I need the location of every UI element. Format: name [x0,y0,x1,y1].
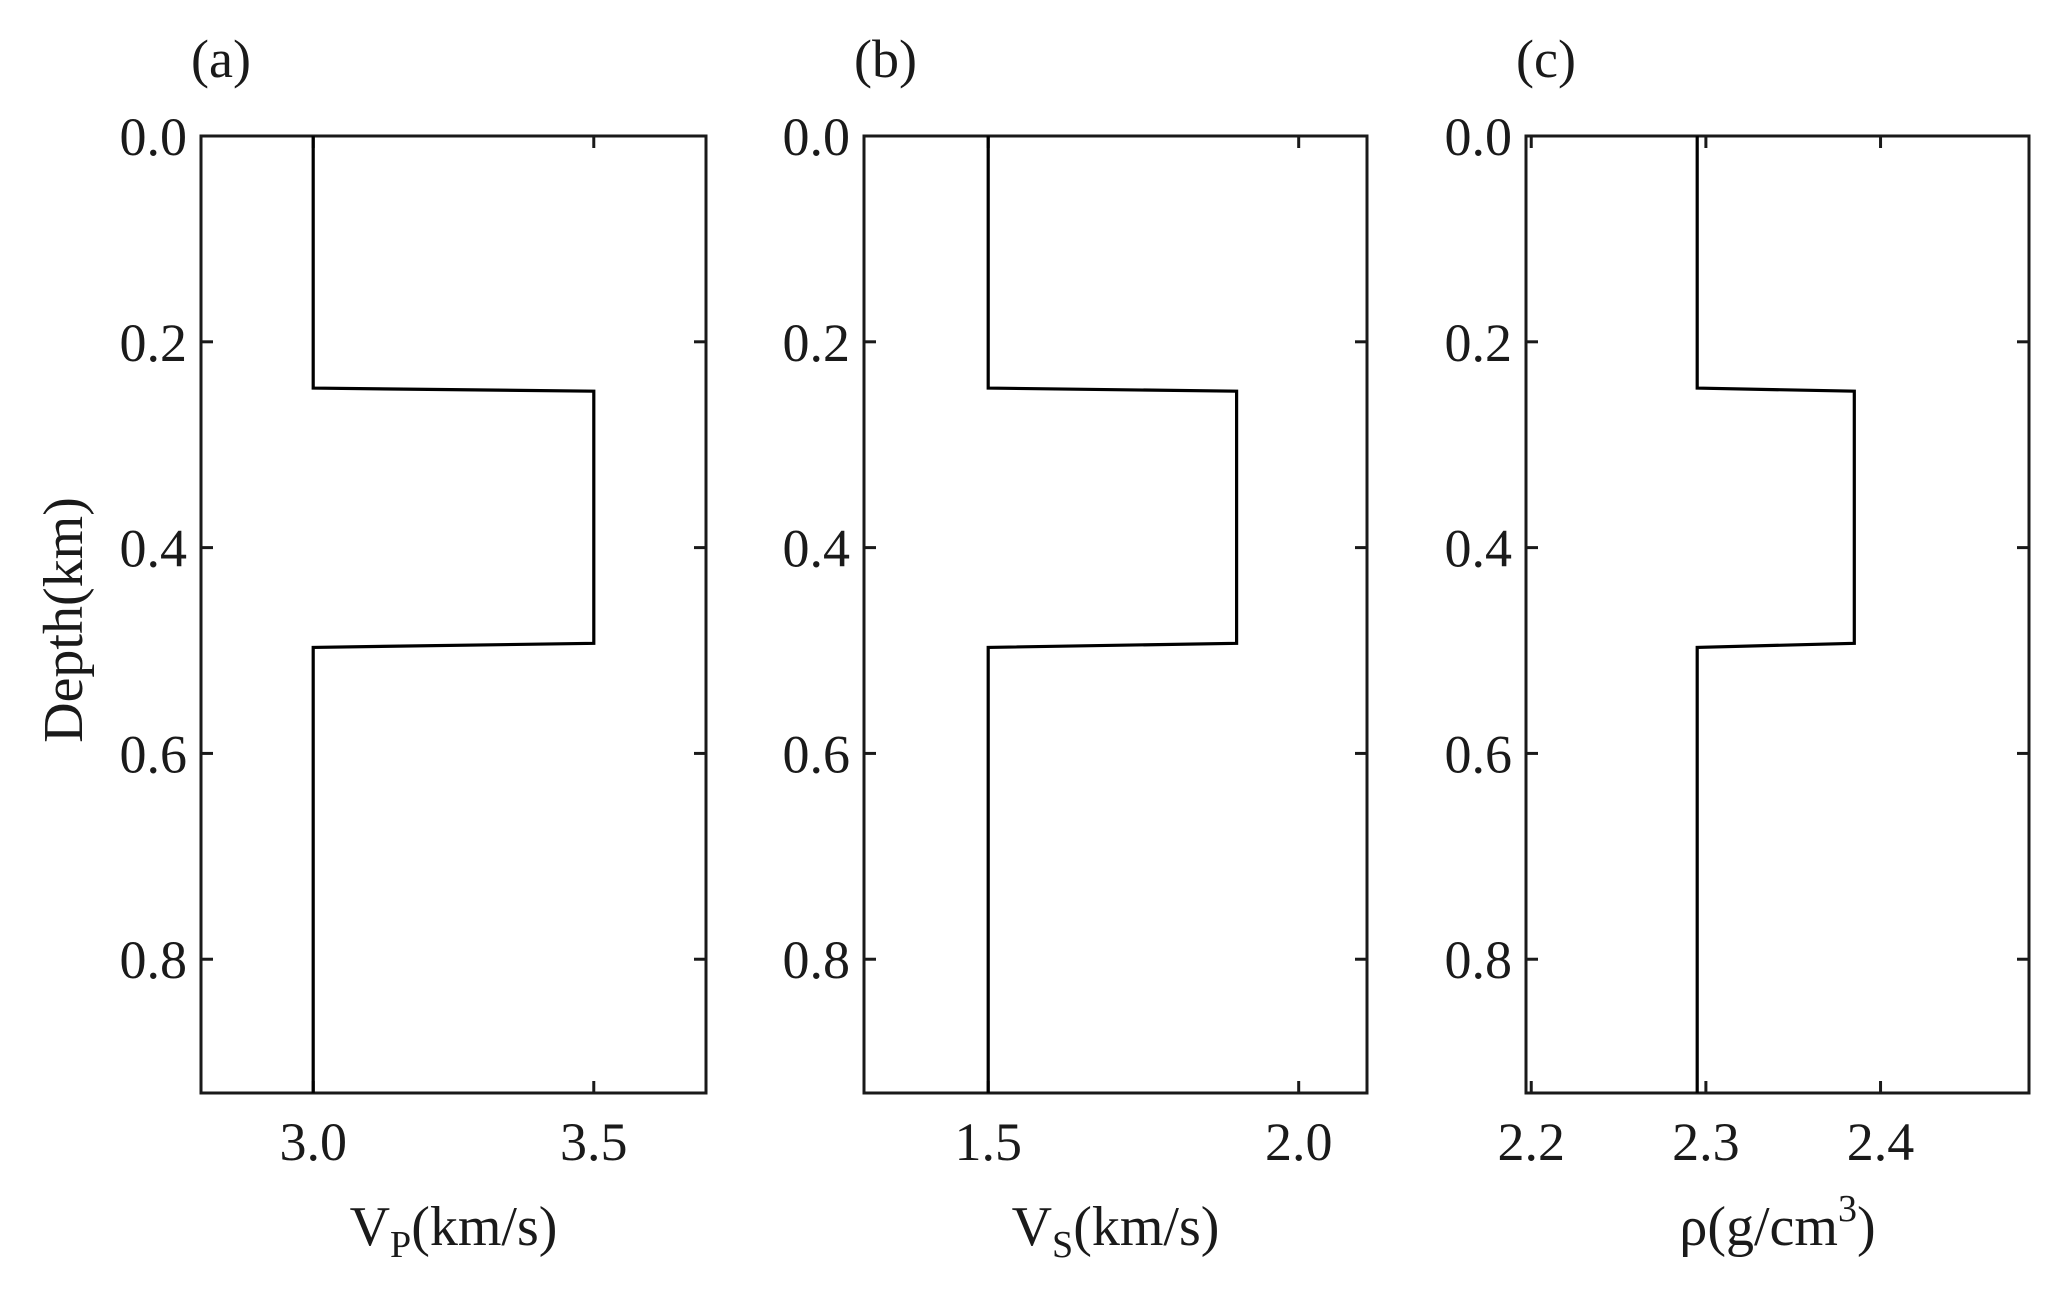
x-tick-label: 2.0 [1265,1112,1333,1172]
x-tick-label: 3.0 [279,1112,347,1172]
y-tick-label: 0.2 [783,313,851,373]
x-axis-label: VP(km/s) [350,1196,558,1266]
panel-b: (b)0.0 0.2 0.4 0.6 0.8 1.5 2.0 VS(km/s) [783,29,1369,1266]
y-tick-label: 0.8 [120,930,188,990]
x-tick-label: 2.4 [1847,1112,1915,1172]
panel-label: (a) [191,29,251,89]
profile-line [1695,136,1856,1093]
x-axis-label: VS(km/s) [1012,1196,1220,1266]
panel-label: (c) [1516,29,1576,89]
profile-line [986,136,1239,1093]
y-tick-label: 0.8 [1445,930,1513,990]
y-tick-label: 0.2 [1445,313,1513,373]
plot-frame [1524,134,2031,1095]
x-tick-label: 2.2 [1497,1112,1565,1172]
y-tick-label: 0.6 [783,724,851,784]
y-axis-label: Depth(km) [33,497,95,743]
y-tick-label: 0.8 [783,930,851,990]
plot-frame [199,134,708,1095]
y-tick-label: 0.4 [783,519,851,579]
y-tick-label: 0.0 [1445,107,1513,167]
y-tick-label: 0.0 [783,107,851,167]
y-tick-label: 0.2 [120,313,188,373]
x-axis-label: ρ(g/cm3) [1679,1188,1875,1258]
y-tick-label: 0.6 [120,724,188,784]
panel-c: (c)0.0 0.2 0.4 0.6 0.8 2.2 2.3 2.4 ρ(g/cm3) [1445,29,2031,1258]
y-tick-label: 0.4 [120,519,188,579]
panel-label: (b) [854,29,917,89]
x-tick-label: 1.5 [954,1112,1022,1172]
x-tick-label: 3.5 [560,1112,628,1172]
x-tick-label: 2.3 [1672,1112,1740,1172]
y-tick-label: 0.0 [120,107,188,167]
profile-line [311,136,596,1093]
panel-a: (a)0.0 0.2 0.4 0.6 0.8 3.0 3.5VP(km/s) [120,29,708,1266]
plot-frame [862,134,1369,1095]
y-tick-label: 0.4 [1445,519,1513,579]
y-tick-label: 0.6 [1445,724,1513,784]
